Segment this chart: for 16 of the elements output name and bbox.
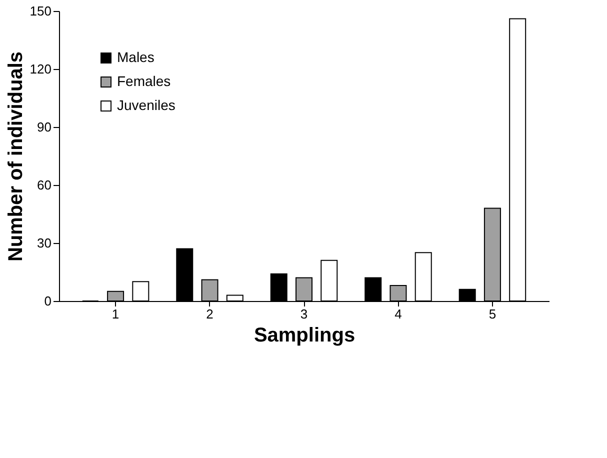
x-tick-label: 2	[206, 306, 214, 322]
x-tick-label: 5	[488, 306, 496, 322]
y-tick-label: 60	[37, 178, 52, 192]
x-tick-label: 1	[112, 306, 120, 322]
y-tick-label: 150	[30, 4, 52, 18]
y-axis-title: Number of individuals	[4, 51, 27, 262]
legend-label: Females	[117, 73, 171, 89]
y-tick-label: 0	[44, 294, 52, 308]
y-tick-label: 120	[30, 62, 52, 76]
y-tick-label: 30	[37, 236, 52, 250]
x-axis-title: Samplings	[254, 324, 356, 346]
y-tick-label: 90	[37, 120, 52, 134]
x-tick-label: 3	[300, 306, 308, 322]
legend-label: Males	[117, 49, 154, 65]
legend-label: Juveniles	[117, 97, 176, 113]
x-tick-label: 4	[394, 306, 402, 322]
